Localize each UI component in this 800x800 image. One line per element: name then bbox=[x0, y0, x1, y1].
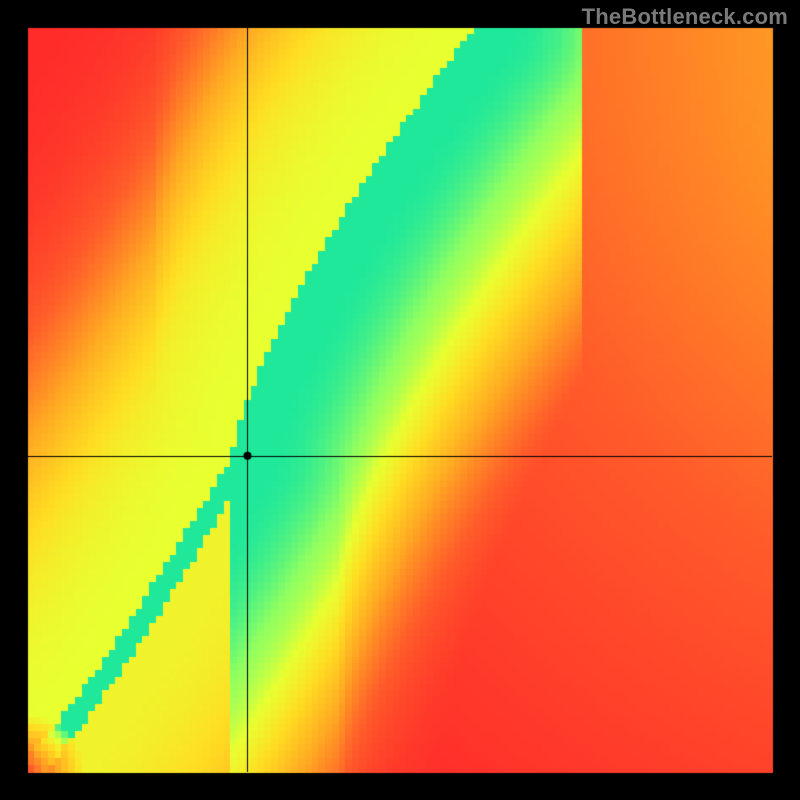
watermark-label: TheBottleneck.com bbox=[582, 4, 788, 30]
chart-container: TheBottleneck.com bbox=[0, 0, 800, 800]
heatmap-canvas bbox=[0, 0, 800, 800]
